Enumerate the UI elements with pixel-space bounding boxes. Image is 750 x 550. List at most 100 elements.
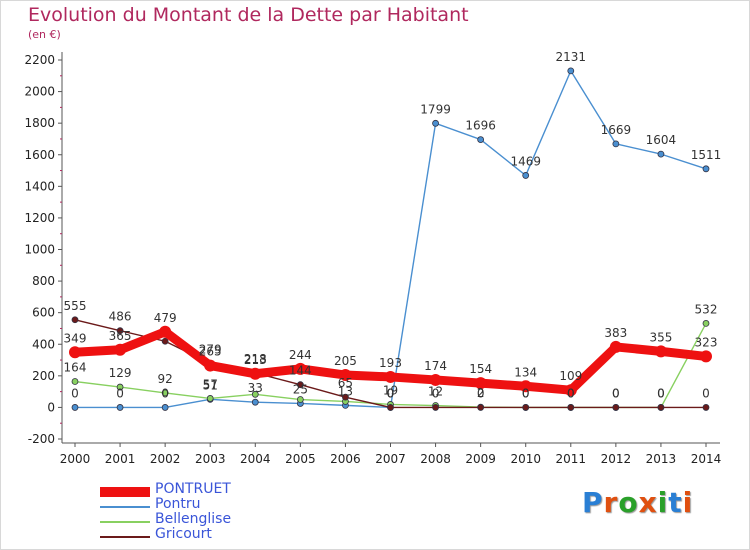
data-label-pontruet: 265 — [199, 345, 222, 359]
data-point-bellenglise — [116, 383, 124, 391]
data-point-pontruet — [564, 384, 577, 397]
data-label-pontruet: 193 — [379, 356, 402, 370]
y-tick-label: -200 — [28, 432, 55, 446]
data-point-pontruet — [204, 359, 217, 372]
data-label-pontruet: 134 — [514, 365, 537, 379]
logo-letter: o — [618, 486, 639, 519]
data-label-pontru: 1469 — [510, 154, 541, 168]
data-label-pontru: 1669 — [601, 123, 632, 137]
data-label-pontruet: 154 — [469, 362, 492, 376]
data-label-bellenglise: 129 — [109, 366, 132, 380]
data-label-gricourt: 555 — [64, 299, 87, 313]
data-label-gricourt: 279 — [199, 342, 222, 356]
y-tick-label: 600 — [32, 306, 55, 320]
y-tick-label: 200 — [32, 369, 55, 383]
data-label-gricourt: 0 — [522, 386, 530, 400]
data-point-pontru — [432, 119, 439, 127]
y-tick-label: 0 — [47, 400, 55, 414]
data-label-pontru: 2131 — [556, 50, 587, 64]
data-label-pontru: 0 — [116, 386, 124, 400]
data-label-bellenglise: 12 — [428, 385, 443, 399]
data-point-bellenglise — [296, 396, 304, 403]
data-point-pontruet — [519, 380, 532, 393]
data-point-gricourt — [116, 327, 124, 335]
data-label-pontruet: 323 — [695, 335, 718, 349]
data-point-gricourt — [342, 393, 349, 401]
legend-swatch — [100, 487, 150, 497]
proxiti-logo: Proxiti — [582, 486, 693, 519]
data-label-pontru: 33 — [248, 381, 263, 395]
y-tick-label: 1800 — [24, 116, 55, 130]
data-point-bellenglise — [161, 389, 169, 397]
x-tick-label: 2000 — [60, 452, 91, 466]
data-label-bellenglise: 0 — [657, 386, 665, 400]
data-label-gricourt: 486 — [109, 310, 132, 324]
legend-swatch — [100, 521, 150, 523]
data-point-pontru — [702, 165, 710, 173]
data-point-gricourt — [702, 404, 710, 411]
data-label-pontru: 25 — [293, 382, 308, 396]
data-point-pontru — [567, 67, 575, 75]
chart-title: Evolution du Montant de la Dette par Hab… — [28, 4, 469, 26]
data-label-gricourt: 0 — [432, 386, 440, 400]
x-tick-label: 2003 — [195, 452, 226, 466]
data-point-pontruet — [474, 377, 487, 390]
data-point-pontru — [477, 136, 485, 143]
data-label-pontru: 0 — [161, 386, 169, 400]
data-label-pontru: 13 — [338, 384, 353, 398]
data-label-pontruet: 174 — [424, 359, 447, 373]
x-tick-label: 2005 — [285, 452, 316, 466]
data-label-gricourt: 65 — [338, 376, 353, 390]
y-tick-label: 400 — [32, 337, 55, 351]
legend-label: Bellenglise — [155, 511, 232, 527]
x-tick-label: 2009 — [465, 452, 496, 466]
data-label-pontruet: 383 — [604, 326, 627, 340]
data-label-pontru: 0 — [71, 386, 79, 400]
logo-letter: t — [668, 486, 683, 519]
data-label-gricourt: 0 — [657, 386, 665, 400]
logo-letter: P — [582, 486, 604, 519]
data-label-pontruet: 479 — [154, 311, 177, 325]
data-point-bellenglise — [206, 395, 214, 402]
data-point-gricourt — [161, 337, 169, 345]
y-tick-label: 2200 — [24, 53, 55, 67]
data-point-pontruet — [69, 346, 81, 359]
data-label-gricourt: 0 — [702, 386, 710, 400]
data-point-pontru — [612, 140, 620, 148]
data-point-gricourt — [567, 404, 575, 411]
data-point-gricourt — [71, 316, 79, 324]
logo-letter: x — [638, 486, 658, 519]
data-label-gricourt: 144 — [289, 364, 312, 378]
data-label-bellenglise: 2 — [477, 386, 485, 400]
data-label-pontru: 1799 — [420, 102, 451, 116]
data-label-pontru: 0 — [387, 386, 395, 400]
x-tick-label: 2010 — [510, 452, 541, 466]
data-point-pontruet — [249, 367, 262, 380]
data-label-bellenglise: 0 — [567, 386, 575, 400]
data-label-pontruet: 205 — [334, 354, 357, 368]
x-tick-label: 2014 — [691, 452, 722, 466]
y-tick-label: 1200 — [24, 211, 55, 225]
y-tick-label: 1600 — [24, 148, 55, 162]
data-point-pontru — [522, 172, 530, 179]
data-point-bellenglise — [251, 390, 259, 398]
logo-letter: r — [603, 486, 619, 519]
x-tick-label: 2001 — [105, 452, 136, 466]
data-point-gricourt — [657, 404, 665, 411]
data-point-gricourt — [296, 381, 304, 389]
data-label-gricourt: 0 — [567, 386, 575, 400]
logo-letter: i — [657, 486, 669, 519]
data-label-pontruet: 355 — [649, 330, 672, 344]
data-label-pontru: 1604 — [646, 133, 677, 147]
data-point-pontru — [161, 404, 169, 411]
data-point-pontruet — [429, 373, 442, 386]
unit-label: (en €) — [28, 28, 61, 41]
data-label-bellenglise: 57 — [203, 377, 218, 391]
data-label-gricourt: 0 — [387, 386, 395, 400]
data-label-bellenglise: 164 — [64, 361, 87, 375]
data-point-pontru — [116, 404, 124, 411]
y-tick-label: 1400 — [24, 179, 55, 193]
x-tick-label: 2007 — [375, 452, 406, 466]
data-label-bellenglise: 532 — [695, 302, 718, 316]
